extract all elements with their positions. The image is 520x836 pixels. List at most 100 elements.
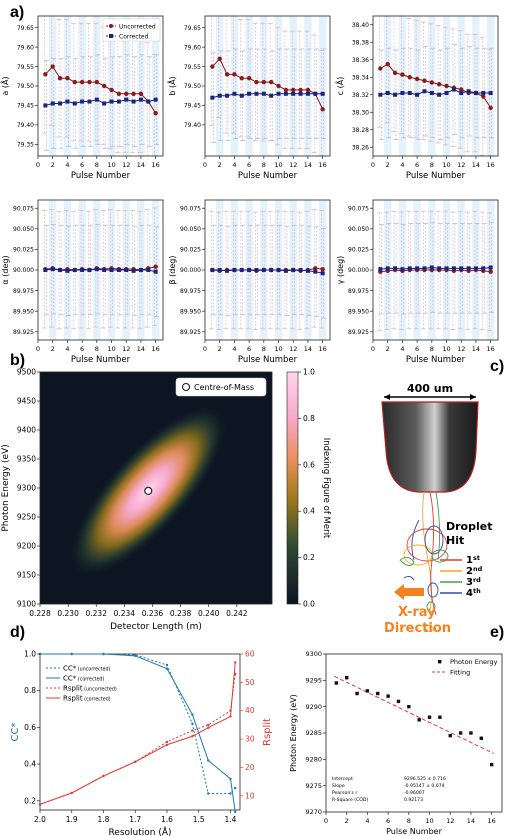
data-point <box>43 72 48 77</box>
y-tick-label: 38.26 <box>352 144 369 151</box>
x-tick-label: 16 <box>487 345 495 353</box>
band <box>230 16 239 156</box>
band <box>304 16 312 156</box>
hit-number: 1 <box>466 555 473 566</box>
legend: CC* (uncorrected)CC* (corrected)Rsplit (… <box>46 665 117 703</box>
data-point <box>489 762 494 767</box>
x-axis-label: Detector Length (m) <box>110 622 202 632</box>
y-tick-label: 89.925 <box>13 329 34 336</box>
data-point <box>448 733 452 738</box>
data-point <box>451 266 456 271</box>
data-point <box>378 66 383 71</box>
data-point <box>429 80 435 85</box>
hit-legend-label: 4th <box>466 587 481 599</box>
centre-of-mass-marker <box>144 486 153 495</box>
panel-label-a: a) <box>10 4 25 21</box>
data-point <box>138 91 144 96</box>
stats-table: Intercept 9296.525 ± 0.716 Slope -0.95147 ±… <box>332 776 446 803</box>
band <box>93 16 101 156</box>
data-point <box>254 268 259 272</box>
band <box>63 16 72 156</box>
band <box>398 16 407 156</box>
data-point <box>102 652 105 656</box>
series-line <box>45 268 156 273</box>
x-axis-label: Resolution (Å) <box>108 826 171 836</box>
data-point <box>124 268 129 272</box>
data-point <box>481 94 486 99</box>
nozzle <box>381 401 479 493</box>
right-y-tick-label: 60 <box>245 650 255 659</box>
right-y-tick-label: 50 <box>245 678 255 687</box>
data-point <box>378 92 383 97</box>
right-y-tick-label: 20 <box>245 763 255 772</box>
data-point <box>488 269 493 274</box>
data-point <box>165 667 169 670</box>
data-point <box>191 729 194 732</box>
fit-line <box>334 675 494 754</box>
data-point <box>210 268 215 272</box>
data-point <box>116 99 121 104</box>
band <box>151 16 160 156</box>
xray-arrow <box>394 584 424 600</box>
y-tick-label: 90.050 <box>180 226 201 233</box>
data-point <box>429 265 434 270</box>
y-tick-label: 9100 <box>17 600 36 609</box>
plot-frame <box>39 653 241 811</box>
y-axis-label: c (Å) <box>334 77 345 96</box>
x-tick-label: 16 <box>487 161 495 169</box>
y-tick-label: 9285 <box>305 729 322 737</box>
x-tick-label: 0.236 <box>142 609 164 618</box>
data-point <box>458 731 463 735</box>
y-tick-label: 38.36 <box>352 57 369 64</box>
y-tick-label: 79.50 <box>184 83 201 90</box>
data-point <box>229 792 232 795</box>
y-tick-label: 89.975 <box>180 288 201 295</box>
data-point <box>320 266 325 272</box>
data-point <box>466 89 471 94</box>
legend-label: Fitting <box>450 669 470 677</box>
x-tick-label: 10 <box>107 161 115 169</box>
band <box>413 16 421 156</box>
data-point <box>94 79 100 85</box>
hit-number: 3 <box>466 577 473 588</box>
data-point <box>217 93 222 98</box>
series-line <box>212 269 323 274</box>
x-tick-label: 14 <box>304 345 312 353</box>
x-tick-label: 2 <box>218 345 222 353</box>
panel-b-heatmap: Centre-of-Mass 0.228 0.230 0.232 0.234 0.236 0… <box>1 368 331 633</box>
data-point <box>138 97 143 102</box>
data-point <box>65 99 70 104</box>
right-y-tick-label: 10 <box>245 791 255 800</box>
y-tick-label: 9250 <box>17 513 36 522</box>
y-tick-label: 0.6 <box>24 723 36 732</box>
y-tick-label: 90.025 <box>180 247 201 254</box>
data-point <box>58 268 63 272</box>
x-tick-label: 16 <box>152 161 160 169</box>
x-tick-label: 0.234 <box>114 609 136 618</box>
data-point <box>438 715 442 719</box>
legend-label: Photon Energy <box>450 658 498 666</box>
data-point <box>479 736 483 740</box>
x-tick-label: 12 <box>289 345 297 353</box>
x-tick-label: 2 <box>386 161 390 169</box>
legend-label: Rsplit (uncorrected) <box>63 685 117 693</box>
data-point <box>134 654 137 658</box>
data-point <box>320 91 325 96</box>
data-point <box>385 61 390 67</box>
legend: Photon Energy Fitting <box>432 658 498 677</box>
data-point <box>109 87 114 93</box>
data-point <box>313 269 318 274</box>
colorbar-tick-label: 1.0 <box>303 368 315 377</box>
x-tick-label: 8 <box>262 345 266 353</box>
right-y-tick-label: 30 <box>245 735 255 744</box>
x-tick-label: 6 <box>247 161 251 169</box>
x-tick-label: 0 <box>203 345 207 353</box>
data-point <box>283 87 289 93</box>
x-tick-label: 4 <box>365 817 369 825</box>
data-point <box>72 79 77 85</box>
x-tick-label: 14 <box>137 345 145 353</box>
x-tick-label: 0 <box>203 161 207 169</box>
data-point <box>355 691 359 696</box>
data-point <box>407 266 412 271</box>
